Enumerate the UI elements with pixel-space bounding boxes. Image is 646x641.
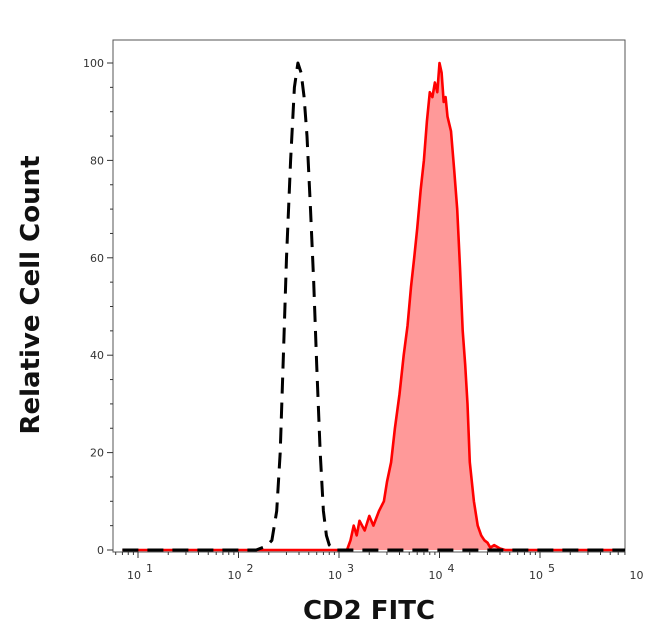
y-tick-label: 100 xyxy=(83,57,104,70)
x-tick-label: 10 xyxy=(127,569,141,582)
y-tick-label: 40 xyxy=(90,349,104,362)
x-tick-exponent: 4 xyxy=(448,562,455,575)
y-tick-label: 80 xyxy=(90,154,104,167)
x-tick-label: 10 xyxy=(228,569,242,582)
x-axis-title: CD2 FITC xyxy=(303,596,435,626)
x-tick-label: 10 xyxy=(429,569,443,582)
y-tick-label: 60 xyxy=(90,252,104,265)
control-histogram-line xyxy=(122,61,625,552)
x-tick-label: 10 xyxy=(328,569,342,582)
series-layer xyxy=(122,61,626,552)
x-axis: 101102103104105106 xyxy=(115,552,644,582)
sample-histogram-line xyxy=(122,61,625,552)
x-tick-label: 10 xyxy=(630,569,644,582)
y-axis: 0 20 40 60 80 100 xyxy=(83,57,113,557)
y-tick-label: 20 xyxy=(90,447,104,460)
y-tick-label: 0 xyxy=(97,544,104,557)
x-tick-exponent: 1 xyxy=(146,562,153,575)
y-axis-title: Relative Cell Count xyxy=(16,155,46,434)
x-tick-exponent: 2 xyxy=(247,562,254,575)
x-tick-exponent: 5 xyxy=(548,562,555,575)
x-tick-exponent: 3 xyxy=(347,562,354,575)
x-tick-label: 10 xyxy=(529,569,543,582)
plot-frame xyxy=(112,39,626,553)
series-area-fill xyxy=(122,63,626,550)
